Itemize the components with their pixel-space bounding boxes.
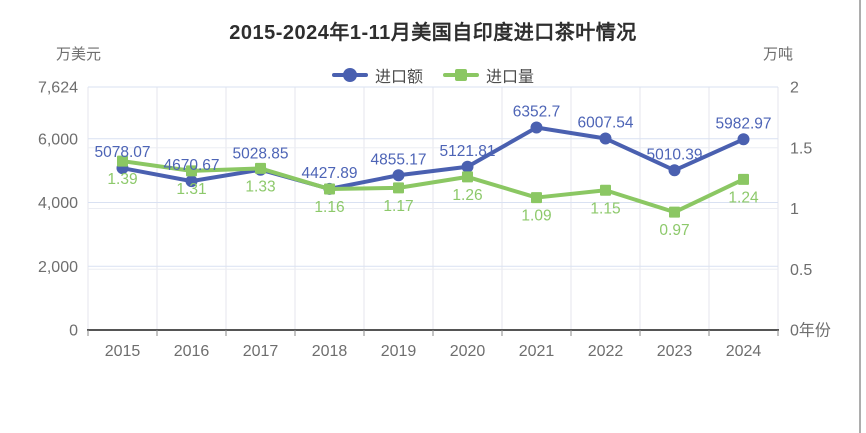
data-point-marker-square[interactable] [531, 192, 542, 204]
legend-label-import-volume: 进口量 [486, 69, 535, 86]
data-point-label-进口量: 1.15 [590, 200, 620, 217]
data-point-marker-circle[interactable] [668, 164, 681, 177]
data-point-label-进口额: 4670.67 [163, 157, 219, 174]
x-axis-tick-label: 2021 [519, 343, 555, 360]
left-axis-title: 万美元 [56, 46, 102, 63]
legend-item-import-volume[interactable]: 进口量 [443, 63, 534, 87]
data-point-label-进口量: 1.16 [314, 199, 344, 216]
data-point-marker-square[interactable] [117, 155, 128, 167]
data-point-label-进口量: 0.97 [659, 222, 689, 239]
right-axis-tick-label: 0年份 [790, 322, 831, 340]
right-axis-title: 万吨 [763, 46, 794, 63]
right-axis-tick-label: 1 [790, 201, 799, 218]
x-axis-tick-label: 2016 [174, 343, 210, 360]
data-point-marker-square[interactable] [186, 165, 197, 177]
data-point-marker-square[interactable] [669, 206, 680, 218]
data-point-marker-circle[interactable] [185, 175, 198, 188]
data-point-label-进口量: 1.26 [452, 187, 482, 204]
data-point-marker-square[interactable] [462, 171, 473, 183]
data-point-label-进口量: 1.24 [728, 189, 759, 206]
left-axis-tick-label: 6,000 [38, 131, 78, 148]
right-axis-tick-label: 0.5 [790, 262, 812, 279]
data-point-marker-circle[interactable] [461, 160, 474, 173]
line-square-marker-icon [443, 68, 479, 83]
data-point-marker-square[interactable] [600, 184, 611, 196]
data-point-label-进口额: 5982.97 [715, 115, 771, 132]
data-point-label-进口额: 6007.54 [577, 115, 633, 132]
data-point-label-进口量: 1.17 [383, 198, 413, 215]
data-point-label-进口额: 5028.85 [232, 146, 288, 163]
x-axis-tick-label: 2024 [726, 343, 762, 360]
data-point-marker-circle[interactable] [530, 121, 543, 134]
data-point-marker-circle[interactable] [737, 133, 750, 146]
x-axis-tick-label: 2022 [588, 343, 624, 360]
left-axis-tick-label: 4,000 [38, 195, 78, 212]
series-line-进口量 [120, 159, 746, 215]
data-point-label-进口量: 1.39 [107, 171, 137, 188]
data-point-label-进口额: 4855.17 [370, 151, 426, 168]
data-point-marker-circle[interactable] [392, 169, 405, 182]
data-point-label-进口额: 5078.07 [94, 144, 150, 161]
page-right-edge-divider [859, 0, 861, 433]
data-point-label-进口额: 4427.89 [301, 165, 357, 182]
legend: 进口额 进口量 [0, 63, 866, 87]
x-axis-tick-label: 2017 [243, 343, 279, 360]
x-axis-tick-label: 2020 [450, 343, 486, 360]
data-point-label-进口额: 5010.39 [646, 146, 702, 163]
data-point-marker-square[interactable] [738, 173, 749, 185]
x-axis-tick-label: 2018 [312, 343, 348, 360]
data-point-marker-circle[interactable] [599, 132, 612, 145]
series-line-进口额 [120, 125, 746, 191]
x-axis-tick-label: 2023 [657, 343, 693, 360]
legend-item-import-value[interactable]: 进口额 [331, 63, 423, 87]
data-point-label-进口量: 1.33 [245, 178, 275, 195]
chart-title: 2015-2024年1-11月美国自印度进口茶叶情况 [229, 22, 637, 44]
data-point-label-进口量: 1.31 [176, 181, 206, 198]
x-axis-tick-label: 2019 [381, 343, 417, 360]
legend-label-import-value: 进口额 [374, 69, 423, 86]
data-point-marker-square[interactable] [393, 182, 404, 194]
data-point-label-进口额: 6352.7 [513, 104, 560, 121]
right-axis-tick-label: 2 [790, 80, 799, 97]
left-axis-tick-label: 0 [69, 323, 78, 340]
data-point-marker-square[interactable] [255, 162, 266, 174]
left-axis-tick-label: 7,624 [38, 80, 78, 97]
data-point-label-进口额: 5121.81 [439, 143, 495, 160]
data-point-label-进口量: 1.09 [521, 208, 551, 225]
line-circle-marker-icon [331, 68, 368, 83]
x-axis-tick-label: 2015 [105, 343, 141, 360]
right-axis-tick-label: 1.5 [790, 140, 812, 157]
data-point-marker-square[interactable] [324, 183, 335, 195]
left-axis-tick-label: 2,000 [38, 259, 78, 276]
